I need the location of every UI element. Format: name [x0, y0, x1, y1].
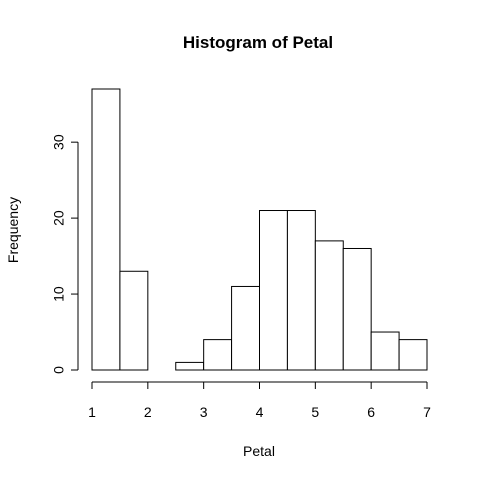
chart-title: Histogram of Petal — [183, 33, 333, 52]
x-tick-label-2: 2 — [144, 404, 152, 420]
x-tick-label-1: 1 — [88, 404, 96, 420]
y-axis: 0 10 20 30 — [51, 134, 79, 374]
x-axis-label: Petal — [243, 443, 275, 459]
y-tick-label-0: 0 — [51, 366, 67, 374]
x-tick-label-4: 4 — [256, 404, 264, 420]
y-axis-label: Frequency — [5, 197, 21, 263]
histogram-bar-12 — [398, 339, 428, 371]
x-axis: 1 2 3 4 5 6 7 — [88, 381, 431, 420]
histogram-bar-9 — [314, 240, 344, 371]
x-tick-label-3: 3 — [200, 404, 208, 420]
histogram-bar-11 — [370, 331, 400, 371]
bars-layer — [91, 88, 428, 371]
histogram-bar-1 — [91, 88, 121, 371]
histogram-bar-4 — [175, 361, 205, 371]
y-tick-label-30: 30 — [51, 134, 67, 150]
y-tick-label-20: 20 — [51, 210, 67, 226]
histogram-bar-10 — [342, 247, 372, 371]
y-tick-label-10: 10 — [51, 286, 67, 302]
histogram-bar-7 — [259, 210, 288, 371]
histogram-bar-6 — [231, 285, 260, 371]
histogram-bar-2 — [119, 270, 149, 371]
x-tick-label-7: 7 — [423, 404, 431, 420]
histogram-bar-5 — [203, 339, 233, 371]
x-tick-label-5: 5 — [311, 404, 319, 420]
histogram-bar-8 — [286, 210, 316, 371]
x-tick-label-6: 6 — [367, 404, 375, 420]
